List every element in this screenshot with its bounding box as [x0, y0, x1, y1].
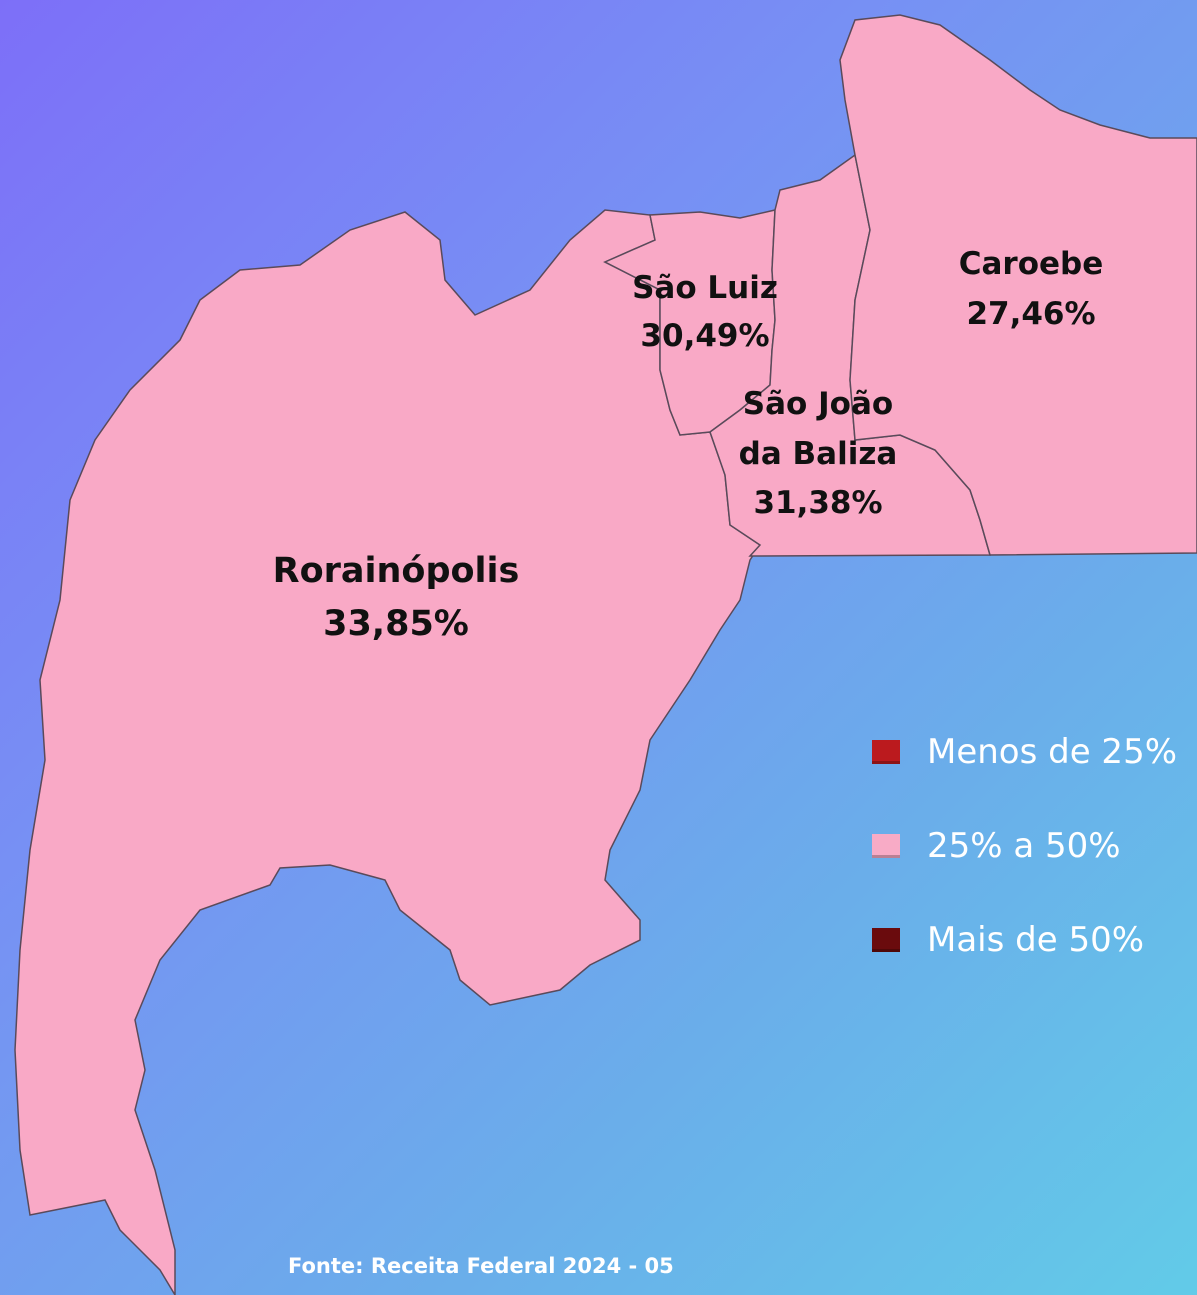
legend-label: 25% a 50% — [927, 826, 1121, 866]
legend-label: Menos de 25% — [927, 732, 1178, 772]
legend-swatch — [872, 928, 900, 952]
legend-swatch — [872, 740, 900, 764]
region-caroebe — [839, 14, 1197, 556]
region-value: 31,38% — [753, 485, 883, 522]
region-label: Caroebe 27,46% — [959, 240, 1104, 339]
legend-label: Mais de 50% — [927, 920, 1145, 960]
region-name: Caroebe — [958, 246, 1104, 282]
legend-item: 25% a 50% — [872, 799, 1177, 893]
region-name: São João da Baliza — [738, 386, 898, 472]
region-name: Rorainópolis — [272, 551, 520, 591]
legend-swatch — [872, 834, 900, 858]
region-value: 27,46% — [966, 295, 1096, 332]
region-value: 33,85% — [323, 603, 469, 644]
region-rorainopolis — [14, 209, 762, 1295]
region-label: Rorainópolis 33,85% — [273, 545, 520, 650]
legend: Menos de 25% 25% a 50% Mais de 50% — [872, 705, 1177, 987]
region-value: 30,49% — [640, 318, 770, 355]
region-name: São Luiz — [632, 270, 778, 306]
region-label: São João da Baliza 31,38% — [734, 380, 902, 529]
source-note: Fonte: Receita Federal 2024 - 05 — [288, 1254, 674, 1278]
region-label: São Luiz 30,49% — [632, 264, 778, 360]
legend-item: Mais de 50% — [872, 893, 1177, 987]
legend-item: Menos de 25% — [872, 705, 1177, 799]
